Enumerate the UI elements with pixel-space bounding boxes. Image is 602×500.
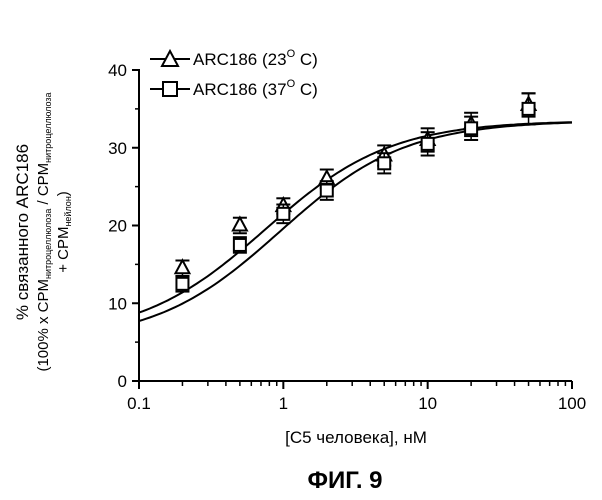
figure-caption: ФИГ. 9	[307, 467, 382, 494]
x-tick-label: 0.1	[127, 394, 151, 413]
axes-group: 0 10 20 30 40 0.1 1 10 100	[108, 61, 586, 413]
x-tick-label: 10	[418, 394, 437, 413]
y-tick-label: 20	[108, 217, 127, 236]
y-axis-title-line2: (100% x CPMнитроцеллюлоза / CPMнитроцелл…	[35, 92, 53, 371]
y-tick-label: 10	[108, 294, 127, 313]
fit-curve-0	[138, 121, 573, 314]
legend: ARC186 (23O C) ARC186 (37O C)	[150, 48, 318, 99]
legend-label-37c: ARC186 (37O C)	[193, 78, 318, 99]
x-tick-label: 100	[558, 394, 586, 413]
y-tick-label: 40	[108, 61, 127, 80]
data-point-triangle	[173, 258, 192, 275]
y-axis-title-line1: % связанного ARC186	[13, 144, 32, 320]
fit-curves-group	[138, 121, 573, 322]
x-axis-title: [C5 человека], нМ	[285, 428, 427, 447]
data-point-square	[377, 156, 392, 171]
y-tick-label: 30	[108, 139, 127, 158]
y-axis-title: % связанного ARC186 (100% x CPMнитроцелл…	[13, 92, 73, 371]
fit-curve-1	[138, 121, 573, 322]
data-point-square	[276, 206, 291, 221]
y-axis-title-line3: + CPMнейлон)	[55, 191, 73, 273]
data-point-square	[175, 276, 190, 291]
data-point-square	[319, 183, 334, 198]
triangle-marker-icon	[160, 48, 180, 67]
data-point-square	[464, 121, 479, 136]
data-point-square	[232, 237, 247, 252]
data-point-square	[521, 101, 536, 116]
legend-label-23c: ARC186 (23O C)	[193, 48, 318, 69]
data-points-group	[173, 92, 538, 293]
y-tick-label: 0	[118, 372, 127, 391]
x-tick-label: 1	[279, 394, 288, 413]
legend-item-23c: ARC186 (23O C)	[150, 48, 318, 69]
legend-item-37c: ARC186 (37O C)	[150, 78, 318, 99]
data-point-triangle	[231, 215, 249, 232]
data-point-square	[420, 136, 435, 151]
square-marker-icon	[162, 81, 178, 97]
